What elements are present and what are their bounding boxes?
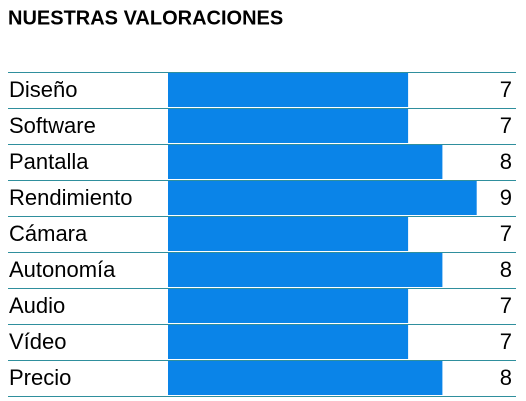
bar: [168, 361, 443, 395]
value-label: 7: [500, 77, 512, 102]
value-label: 7: [500, 113, 512, 138]
value-label: 8: [500, 257, 512, 282]
category-label: Autonomía: [9, 257, 116, 282]
category-label: Software: [9, 113, 96, 138]
value-label: 9: [500, 185, 512, 210]
value-label: 7: [500, 329, 512, 354]
value-label: 8: [500, 365, 512, 390]
bar: [168, 289, 409, 323]
bar: [168, 145, 443, 179]
bar: [168, 109, 409, 143]
category-label: Cámara: [9, 221, 88, 246]
value-label: 7: [500, 221, 512, 246]
bar: [168, 253, 443, 287]
value-label: 7: [500, 293, 512, 318]
chart-title: NUESTRAS VALORACIONES: [8, 7, 283, 29]
bar: [168, 181, 477, 215]
bar: [168, 325, 409, 359]
category-label: Audio: [9, 293, 65, 318]
category-label: Precio: [9, 365, 71, 390]
category-label: Diseño: [9, 77, 77, 102]
category-label: Pantalla: [9, 149, 89, 174]
category-label: Vídeo: [9, 329, 67, 354]
value-label: 8: [500, 149, 512, 174]
bar: [168, 217, 409, 251]
bar: [168, 73, 409, 107]
category-label: Rendimiento: [9, 185, 133, 210]
